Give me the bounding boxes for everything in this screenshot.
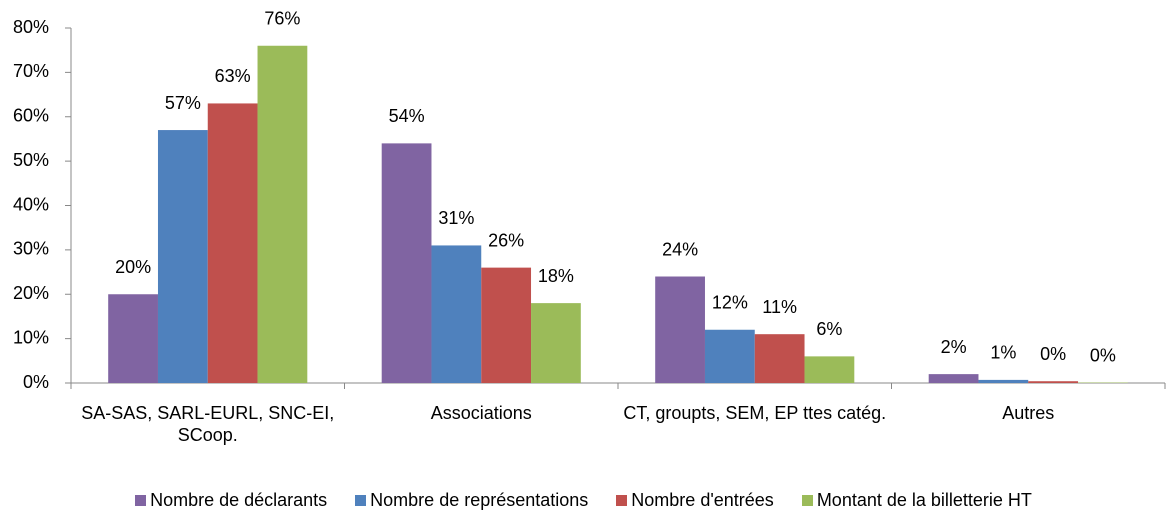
data-label: 31% xyxy=(438,208,474,228)
bar xyxy=(754,334,805,383)
bar xyxy=(978,379,1029,383)
bar xyxy=(257,45,308,383)
bar xyxy=(108,294,158,383)
bar xyxy=(431,245,482,383)
legend: Nombre de déclarants Nombre de représenta… xyxy=(0,490,1167,511)
data-label: 24% xyxy=(662,239,698,259)
legend-swatch xyxy=(616,495,628,506)
legend-swatch xyxy=(355,495,367,506)
data-label: 57% xyxy=(165,93,201,113)
bar xyxy=(655,276,705,383)
data-label: 11% xyxy=(762,297,797,317)
legend-label: Nombre de représentations xyxy=(370,490,589,510)
data-label: 0% xyxy=(1040,344,1066,364)
legend-swatch xyxy=(801,495,813,506)
plot: 0% 10% 20% 30% 40% 50% 60% 70% 80% 20% 57% 63% 76% 54… xyxy=(13,9,1166,392)
y-tick-label: 20% xyxy=(13,283,49,303)
bar xyxy=(157,130,208,383)
y-tick-label: 0% xyxy=(23,372,49,392)
data-label: 26% xyxy=(488,230,524,250)
data-label: 6% xyxy=(816,319,842,339)
data-label: 54% xyxy=(389,106,425,126)
data-label: 76% xyxy=(264,9,300,29)
y-tick-label: 50% xyxy=(13,150,49,170)
legend-item: Nombre de représentations xyxy=(355,490,588,511)
legend-item: Montant de la billetterie HT xyxy=(801,490,1032,511)
data-label: 2% xyxy=(941,337,967,357)
x-tick-label: Autres xyxy=(1002,403,1055,423)
y-tick-label: 40% xyxy=(13,194,49,214)
data-label: 63% xyxy=(215,66,251,86)
bar xyxy=(928,374,979,383)
legend-label: Nombre d'entrées xyxy=(631,490,774,510)
x-tick-label: Associations xyxy=(430,403,532,423)
legend-label: Nombre de déclarants xyxy=(150,490,328,510)
data-label: 1% xyxy=(990,343,1016,363)
data-label: 18% xyxy=(538,266,574,286)
data-label: 20% xyxy=(115,257,151,277)
bar xyxy=(804,356,855,383)
bar xyxy=(531,303,581,383)
bar xyxy=(1028,381,1079,383)
bar xyxy=(481,267,532,383)
y-tick-label: 60% xyxy=(13,106,49,126)
legend-swatch xyxy=(135,495,147,506)
bar xyxy=(207,103,258,383)
legend-item: Nombre d'entrées xyxy=(616,490,774,511)
y-tick-label: 10% xyxy=(13,327,49,347)
data-label: 12% xyxy=(712,293,748,313)
x-tick-label: SA-SAS, SARL-EURL, SNC-EI, SCoop. xyxy=(81,403,335,445)
legend-label: Montant de la billetterie HT xyxy=(816,490,1032,510)
y-tick-label: 30% xyxy=(13,239,49,259)
y-tick-label: 70% xyxy=(13,61,49,81)
bar xyxy=(381,143,432,383)
x-tick-label: CT, groupts, SEM, EP ttes catég. xyxy=(623,403,887,423)
bar xyxy=(704,329,755,383)
data-label: 0% xyxy=(1090,345,1116,365)
y-tick-label: 80% xyxy=(13,17,49,37)
legend-item: Nombre de déclarants xyxy=(135,490,327,511)
